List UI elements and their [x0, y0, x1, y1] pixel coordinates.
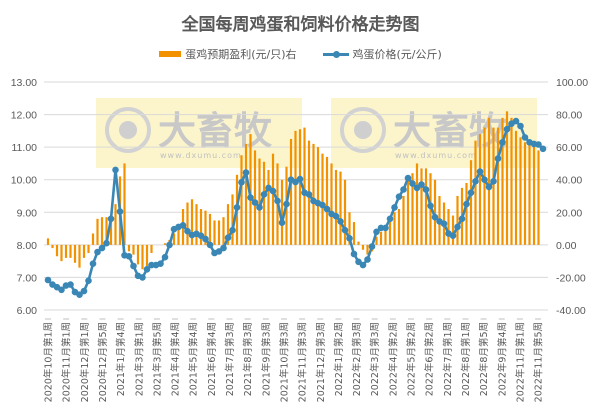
chart-legend: 蛋鸡预期盈利(元/只)右 鸡蛋价格(元/公斤) [0, 46, 601, 62]
svg-text:大畜牧: 大畜牧 [393, 109, 508, 153]
svg-text:2021年3月第5周: 2021年3月第5周 [151, 322, 163, 396]
svg-text:12.00: 12.00 [11, 110, 37, 122]
svg-text:2020年12月第5周: 2020年12月第5周 [97, 322, 109, 402]
svg-text:2020年12月第1周: 2020年12月第1周 [79, 322, 91, 402]
legend-item-egg-price[interactable]: 鸡蛋价格(元/公斤) [322, 46, 442, 62]
svg-text:2021年12月第3周: 2021年12月第3周 [315, 322, 327, 402]
svg-text:40.00: 40.00 [556, 175, 582, 187]
svg-text:9.00: 9.00 [17, 207, 38, 219]
x-axis: 2020年10月第1周 2020年11月第1周 2020年12月第1周 2020年12… [43, 318, 545, 402]
svg-text:2022年8月第5周: 2022年8月第5周 [478, 322, 490, 396]
svg-text:2021年10月第3周: 2021年10月第3周 [278, 322, 290, 402]
svg-text:7.00: 7.00 [17, 272, 38, 284]
svg-text:2022年5月第2周: 2022年5月第2周 [406, 322, 418, 396]
svg-text:60.00: 60.00 [556, 142, 582, 154]
svg-text:6.00: 6.00 [17, 305, 38, 317]
svg-text:2022年11月第5周: 2022年11月第5周 [533, 322, 545, 402]
svg-text:2022年11月第1周: 2022年11月第1周 [514, 322, 526, 402]
left-y-axis: 6.00 7.00 8.00 9.00 10.00 11.00 12.00 13.00 [11, 77, 37, 317]
svg-text:8.00: 8.00 [17, 240, 38, 252]
svg-text:2021年6月第4周: 2021年6月第4周 [206, 322, 218, 396]
svg-text:2021年5月第4周: 2021年5月第4周 [188, 322, 200, 396]
svg-text:2022年4月第2周: 2022年4月第2周 [387, 322, 399, 396]
svg-text:www.dxumu.com: www.dxumu.com [395, 151, 477, 160]
svg-text:2020年10月第1周: 2020年10月第1周 [43, 322, 55, 402]
svg-text:2022年6月第2周: 2022年6月第2周 [424, 322, 436, 396]
svg-text:www.dxumu.com: www.dxumu.com [160, 151, 242, 160]
svg-text:2022年7月第1周: 2022年7月第1周 [442, 322, 454, 396]
svg-text:20.00: 20.00 [556, 207, 582, 219]
svg-text:10.00: 10.00 [11, 175, 37, 187]
svg-text:80.00: 80.00 [556, 110, 582, 122]
legend-label-profit: 蛋鸡预期盈利(元/只)右 [185, 48, 297, 61]
svg-text:2021年1月第4周: 2021年1月第4周 [115, 322, 127, 396]
svg-text:11.00: 11.00 [12, 142, 38, 154]
svg-text:2022年3月第3周: 2022年3月第3周 [369, 322, 381, 396]
right-y-axis: -40.00 -20.00 0.00 20.00 40.00 60.00 80.00 100.… [556, 77, 588, 317]
svg-text:13.00: 13.00 [11, 77, 37, 89]
svg-text:-40.00: -40.00 [556, 305, 586, 317]
svg-text:2022年2月第3周: 2022年2月第3周 [351, 322, 363, 396]
svg-text:0.00: 0.00 [556, 240, 577, 252]
svg-text:2021年3月第1周: 2021年3月第1周 [133, 322, 145, 396]
svg-text:2022年9月第4周: 2022年9月第4周 [496, 322, 508, 396]
svg-text:大畜牧: 大畜牧 [158, 109, 273, 153]
svg-text:-20.00: -20.00 [556, 272, 586, 284]
svg-text:2021年8月第3周: 2021年8月第3周 [242, 322, 254, 396]
legend-item-profit[interactable]: 蛋鸡预期盈利(元/只)右 [159, 46, 297, 62]
svg-text:2021年7月第3周: 2021年7月第3周 [224, 322, 236, 396]
svg-text:2020年11月第1周: 2020年11月第1周 [61, 322, 73, 402]
svg-text:2021年4月第4周: 2021年4月第4周 [170, 322, 182, 396]
svg-text:2022年8月第1周: 2022年8月第1周 [460, 322, 472, 396]
chart-title: 全国每周鸡蛋和饲料价格走势图 [181, 15, 420, 35]
svg-text:2022年1月第2周: 2022年1月第2周 [333, 322, 345, 396]
egg-price-line [44, 117, 547, 299]
svg-text:100.00: 100.00 [556, 77, 588, 89]
line-marker-swatch-icon [322, 49, 349, 59]
bar-swatch-icon [159, 51, 182, 57]
svg-text:2021年11月第3周: 2021年11月第3周 [297, 322, 309, 402]
svg-text:2021年9月第3周: 2021年9月第3周 [260, 322, 272, 396]
legend-label-egg-price: 鸡蛋价格(元/公斤) [352, 48, 442, 61]
